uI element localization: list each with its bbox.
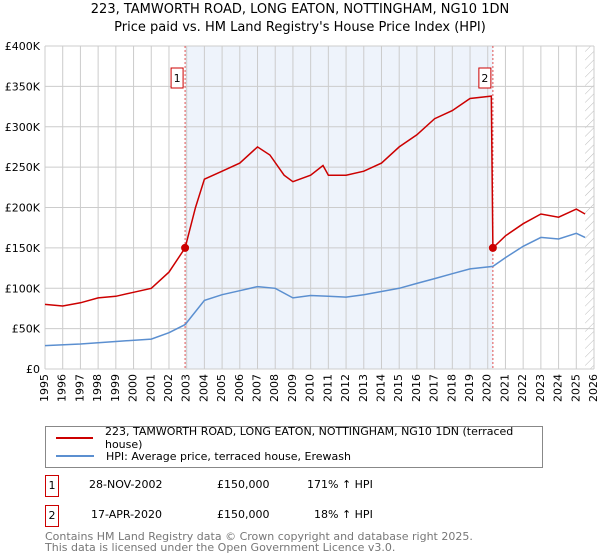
x-tick-label: 2021 — [498, 374, 511, 402]
y-tick-label: £50K — [12, 323, 41, 336]
marker-badge: 1 — [45, 475, 59, 497]
sale-point — [488, 243, 497, 252]
footer-copyright: Contains HM Land Registry data © Crown c… — [45, 530, 473, 543]
x-tick-label: 2002 — [162, 374, 175, 402]
transaction-date: 28-NOV-2002 — [89, 478, 163, 491]
sale-label: 1 — [174, 72, 181, 85]
x-tick-label: 2017 — [428, 374, 441, 402]
x-tick-label: 1998 — [91, 374, 104, 402]
x-tick-label: 2024 — [552, 374, 565, 402]
x-tick-label: 2003 — [180, 374, 193, 402]
transaction-date: 17-APR-2020 — [91, 508, 163, 521]
x-tick-label: 2006 — [233, 374, 246, 402]
x-tick-label: 2016 — [410, 374, 423, 402]
footer-licence: This data is licensed under the Open Gov… — [45, 541, 396, 554]
x-tick-label: 2009 — [286, 374, 299, 402]
legend: 223, TAMWORTH ROAD, LONG EATON, NOTTINGH… — [45, 425, 543, 468]
x-tick-label: 2020 — [481, 374, 494, 402]
x-tick-label: 2013 — [357, 374, 370, 402]
x-tick-label: 2015 — [392, 374, 405, 402]
blue-line-swatch — [56, 455, 94, 457]
x-tick-label: 1999 — [109, 374, 122, 402]
transaction-price: £150,000 — [217, 478, 270, 491]
x-tick-label: 2014 — [374, 374, 387, 402]
x-tick-label: 2004 — [197, 374, 210, 402]
x-tick-label: 2018 — [445, 374, 458, 402]
x-tick-label: 1996 — [56, 374, 69, 402]
y-tick-label: £400K — [5, 40, 41, 53]
x-tick-label: 2011 — [321, 374, 334, 402]
x-tick-label: 1995 — [38, 374, 51, 402]
y-tick-label: £250K — [5, 161, 41, 174]
x-tick-label: 2000 — [127, 374, 140, 402]
x-tick-label: 2019 — [463, 374, 476, 402]
chart-title: 223, TAMWORTH ROAD, LONG EATON, NOTTINGH… — [90, 2, 510, 17]
transaction-hpi: 171% ↑ HPI — [307, 478, 373, 491]
x-tick-label: 2010 — [304, 374, 317, 402]
sale-point — [181, 243, 190, 252]
x-tick-label: 1997 — [73, 374, 86, 402]
transaction-row: 2 17-APR-2020 £150,000 18% ↑ HPI — [45, 505, 545, 527]
y-tick-label: £100K — [5, 282, 41, 295]
x-tick-label: 2025 — [569, 374, 582, 402]
transaction-row: 1 28-NOV-2002 £150,000 171% ↑ HPI — [45, 475, 545, 497]
x-tick-label: 2008 — [268, 374, 281, 402]
y-tick-label: £150K — [5, 242, 41, 255]
legend-label: 223, TAMWORTH ROAD, LONG EATON, NOTTINGH… — [104, 425, 514, 451]
legend-label: HPI: Average price, terraced house, Erew… — [106, 449, 351, 463]
transaction-hpi: 18% ↑ HPI — [314, 508, 373, 521]
y-tick-label: £0 — [26, 363, 40, 376]
x-tick-label: 2001 — [144, 374, 157, 402]
x-tick-label: 2022 — [516, 374, 529, 402]
hpi-series-line — [44, 232, 586, 347]
sale-label: 2 — [481, 72, 488, 85]
sale-label-box — [170, 67, 184, 89]
x-tick-label: 2012 — [339, 374, 352, 402]
y-tick-label: £350K — [5, 80, 41, 93]
legend-item-property: 223, TAMWORTH ROAD, LONG EATON, NOTTINGH… — [56, 425, 542, 451]
y-tick-label: £200K — [5, 202, 41, 215]
legend-item-hpi: HPI: Average price, terraced house, Erew… — [56, 448, 351, 464]
sale-label-box — [478, 67, 492, 89]
marker-badge: 2 — [45, 505, 59, 527]
price-chart: 1995 1996 1997 1998 1999 2000 2001 2002 2003 2004… — [5, 40, 600, 402]
x-tick-label: 2026 — [587, 374, 600, 402]
x-tick-label: 2005 — [215, 374, 228, 402]
red-line-swatch — [56, 437, 93, 439]
x-tick-label: 2007 — [251, 374, 264, 402]
chart-subtitle: Price paid vs. HM Land Registry's House … — [114, 20, 486, 35]
transaction-price: £150,000 — [217, 508, 270, 521]
y-tick-label: £300K — [5, 121, 41, 134]
x-tick-label: 2023 — [534, 374, 547, 402]
